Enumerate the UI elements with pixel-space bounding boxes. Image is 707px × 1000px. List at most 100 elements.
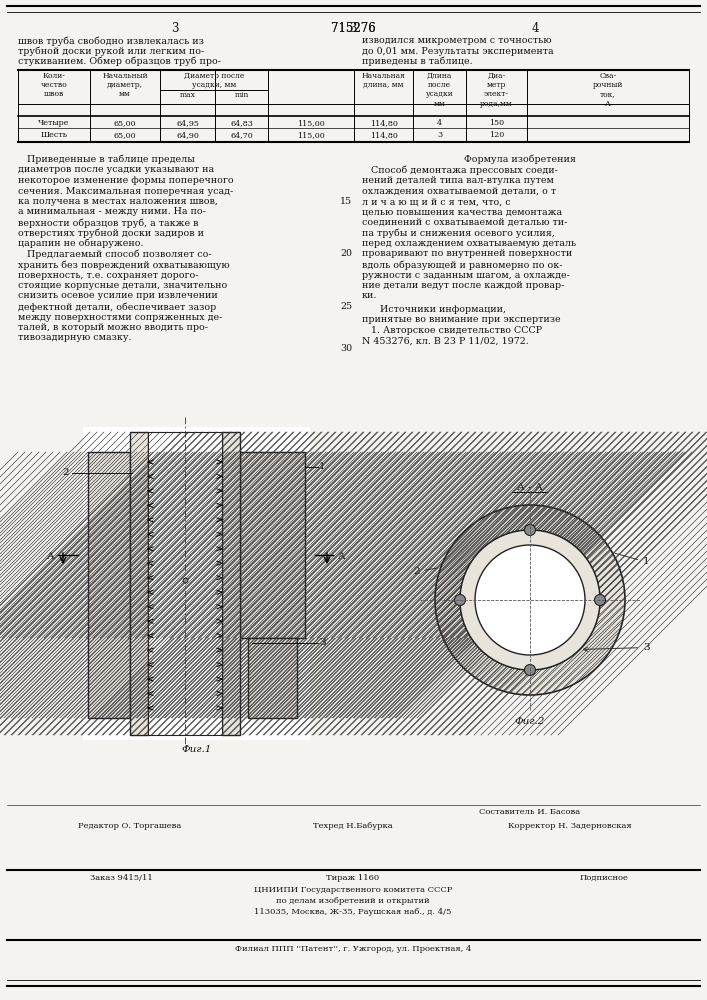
Text: Редактор О. Торгашева: Редактор О. Торгашева bbox=[78, 822, 182, 830]
Text: 114,80: 114,80 bbox=[370, 119, 397, 127]
Text: 715276: 715276 bbox=[331, 22, 375, 35]
Text: Составитель И. Басова: Составитель И. Басова bbox=[479, 808, 580, 816]
Text: Способ демонтажа прессовых соеди-: Способ демонтажа прессовых соеди- bbox=[362, 165, 558, 175]
Text: трубной доски рукой или легким по-: трубной доски рукой или легким по- bbox=[18, 46, 204, 56]
Text: 64,70: 64,70 bbox=[230, 131, 253, 139]
Text: отверстиях трубной доски задиров и: отверстиях трубной доски задиров и bbox=[18, 229, 204, 238]
Text: 3: 3 bbox=[437, 131, 442, 139]
Text: 65,00: 65,00 bbox=[114, 131, 136, 139]
Text: а минимальная - между ними. На по-: а минимальная - между ними. На по- bbox=[18, 208, 206, 217]
Text: Сва-
рочный
ток,
А: Сва- рочный ток, А bbox=[592, 72, 623, 108]
Text: 2: 2 bbox=[413, 567, 438, 576]
Text: 4: 4 bbox=[437, 119, 442, 127]
Circle shape bbox=[525, 664, 535, 676]
Text: ружности с заданным шагом, а охлажде-: ружности с заданным шагом, а охлажде- bbox=[362, 270, 570, 279]
Text: 715276: 715276 bbox=[331, 22, 375, 35]
Text: диаметров после усадки указывают на: диаметров после усадки указывают на bbox=[18, 165, 214, 174]
Text: соединений с охватываемой деталью ти-: соединений с охватываемой деталью ти- bbox=[362, 218, 568, 227]
Circle shape bbox=[460, 530, 600, 670]
Text: Начальный
диаметр,
мм: Начальный диаметр, мм bbox=[103, 72, 148, 98]
Text: сечения. Максимальная поперечная усад-: сечения. Максимальная поперечная усад- bbox=[18, 186, 233, 196]
Text: Длина
после
усадки
мм: Длина после усадки мм bbox=[426, 72, 453, 108]
Text: до 0,01 мм. Результаты эксперимента: до 0,01 мм. Результаты эксперимента bbox=[362, 46, 554, 55]
Text: Предлагаемый способ позволяет со-: Предлагаемый способ позволяет со- bbox=[18, 249, 211, 259]
Circle shape bbox=[455, 594, 465, 605]
Text: Диа-
метр
элект-
рода,мм: Диа- метр элект- рода,мм bbox=[480, 72, 513, 108]
Text: 2: 2 bbox=[63, 468, 69, 477]
Text: Начальная
длина, мм: Начальная длина, мм bbox=[361, 72, 405, 89]
Text: Источники информации,: Источники информации, bbox=[362, 305, 506, 314]
Text: стукиванием. Обмер образцов труб про-: стукиванием. Обмер образцов труб про- bbox=[18, 57, 221, 66]
Text: 3: 3 bbox=[171, 22, 179, 35]
Text: Четыре: Четыре bbox=[38, 119, 70, 127]
Text: Формула изобретения: Формула изобретения bbox=[464, 155, 576, 164]
Text: Приведенные в таблице пределы: Приведенные в таблице пределы bbox=[18, 155, 195, 164]
Text: снизить осевое усилие при извлечении: снизить осевое усилие при извлечении bbox=[18, 292, 218, 300]
Text: между поверхностями сопряженных де-: между поверхностями сопряженных де- bbox=[18, 312, 223, 322]
Text: стоящие корпусные детали, значительно: стоящие корпусные детали, значительно bbox=[18, 281, 227, 290]
Text: Тираж 1160: Тираж 1160 bbox=[327, 874, 380, 882]
Text: ки.: ки. bbox=[362, 292, 378, 300]
Text: па трубы и снижения осевого усилия,: па трубы и снижения осевого усилия, bbox=[362, 229, 555, 238]
Text: 3: 3 bbox=[349, 22, 357, 35]
Text: 150: 150 bbox=[489, 119, 504, 127]
Text: дефектной детали, обеспечивает зазор: дефектной детали, обеспечивает зазор bbox=[18, 302, 216, 312]
Text: л и ч а ю щ и й с я тем, что, с: л и ч а ю щ и й с я тем, что, с bbox=[362, 197, 510, 206]
Text: N 453276, кл. В 23 Р 11/02, 1972.: N 453276, кл. В 23 Р 11/02, 1972. bbox=[362, 336, 529, 346]
Text: швов труба свободно извлекалась из: швов труба свободно извлекалась из bbox=[18, 36, 204, 45]
Text: Подписное: Подписное bbox=[580, 874, 629, 882]
Text: A: A bbox=[46, 552, 54, 561]
Text: изводился микрометром с точностью: изводился микрометром с точностью bbox=[362, 36, 551, 45]
Text: тивозадирную смазку.: тивозадирную смазку. bbox=[18, 334, 132, 342]
Text: талей, в который можно вводить про-: талей, в который можно вводить про- bbox=[18, 323, 208, 332]
Text: 1. Авторское свидетельство СССР: 1. Авторское свидетельство СССР bbox=[362, 326, 542, 335]
Text: 20: 20 bbox=[340, 249, 352, 258]
Text: проваривают по внутренней поверхности: проваривают по внутренней поверхности bbox=[362, 249, 572, 258]
Text: Техред Н.Бабурка: Техред Н.Бабурка bbox=[313, 822, 393, 830]
Text: 3: 3 bbox=[583, 643, 650, 652]
Text: по делам изобретений и открытий: по делам изобретений и открытий bbox=[276, 897, 430, 905]
Text: А - А: А - А bbox=[517, 483, 543, 492]
Text: A: A bbox=[337, 552, 344, 561]
Text: принятые во внимание при экспертизе: принятые во внимание при экспертизе bbox=[362, 316, 561, 324]
Text: 115,00: 115,00 bbox=[297, 131, 325, 139]
Text: Коли-
чество
швов: Коли- чество швов bbox=[40, 72, 67, 98]
Text: max: max bbox=[180, 91, 195, 99]
Circle shape bbox=[525, 524, 535, 536]
Text: 113035, Москва, Ж-35, Раушская наб., д. 4/5: 113035, Москва, Ж-35, Раушская наб., д. … bbox=[255, 908, 452, 916]
Text: Фиг.1: Фиг.1 bbox=[181, 745, 211, 754]
Bar bbox=[248, 638, 297, 718]
Text: 15: 15 bbox=[340, 197, 352, 206]
Text: нений деталей типа вал-втулка путем: нений деталей типа вал-втулка путем bbox=[362, 176, 554, 185]
Text: Филиал ППП ''Патент'', г. Ужгород, ул. Проектная, 4: Филиал ППП ''Патент'', г. Ужгород, ул. П… bbox=[235, 945, 471, 953]
Text: Корректор Н. Задерновская: Корректор Н. Задерновская bbox=[508, 822, 632, 830]
Text: охлаждения охватываемой детали, о т: охлаждения охватываемой детали, о т bbox=[362, 186, 556, 196]
Text: поверхность, т.е. сохраняет дорого-: поверхность, т.е. сохраняет дорого- bbox=[18, 270, 199, 279]
Circle shape bbox=[460, 530, 600, 670]
Text: 64,95: 64,95 bbox=[176, 119, 199, 127]
Bar bbox=[130, 432, 148, 735]
Bar bbox=[88, 452, 130, 718]
Circle shape bbox=[595, 594, 605, 605]
Text: 65,00: 65,00 bbox=[114, 119, 136, 127]
Text: некоторое изменение формы поперечного: некоторое изменение формы поперечного bbox=[18, 176, 233, 185]
Text: 1: 1 bbox=[615, 553, 650, 566]
Circle shape bbox=[475, 545, 585, 655]
Bar bbox=[222, 432, 240, 735]
Text: царапин не обнаружено.: царапин не обнаружено. bbox=[18, 239, 144, 248]
Text: 64,90: 64,90 bbox=[176, 131, 199, 139]
Text: 4: 4 bbox=[531, 22, 539, 35]
Text: 25: 25 bbox=[340, 302, 352, 311]
Text: ка получена в местах наложения швов,: ка получена в местах наложения швов, bbox=[18, 197, 218, 206]
Text: min: min bbox=[234, 91, 249, 99]
Text: Диаметр после
усадки, мм: Диаметр после усадки, мм bbox=[184, 72, 244, 89]
Text: 1: 1 bbox=[319, 462, 326, 471]
Text: ние детали ведут после каждой провар-: ние детали ведут после каждой провар- bbox=[362, 281, 564, 290]
Text: перед охлаждением охватываемую деталь: перед охлаждением охватываемую деталь bbox=[362, 239, 576, 248]
Bar bbox=[83, 427, 310, 740]
Text: Фиг.2: Фиг.2 bbox=[515, 717, 545, 726]
Text: 120: 120 bbox=[489, 131, 504, 139]
Text: верхности образцов труб, а также в: верхности образцов труб, а также в bbox=[18, 218, 199, 228]
Text: 30: 30 bbox=[340, 344, 352, 353]
Text: Шесть: Шесть bbox=[40, 131, 68, 139]
